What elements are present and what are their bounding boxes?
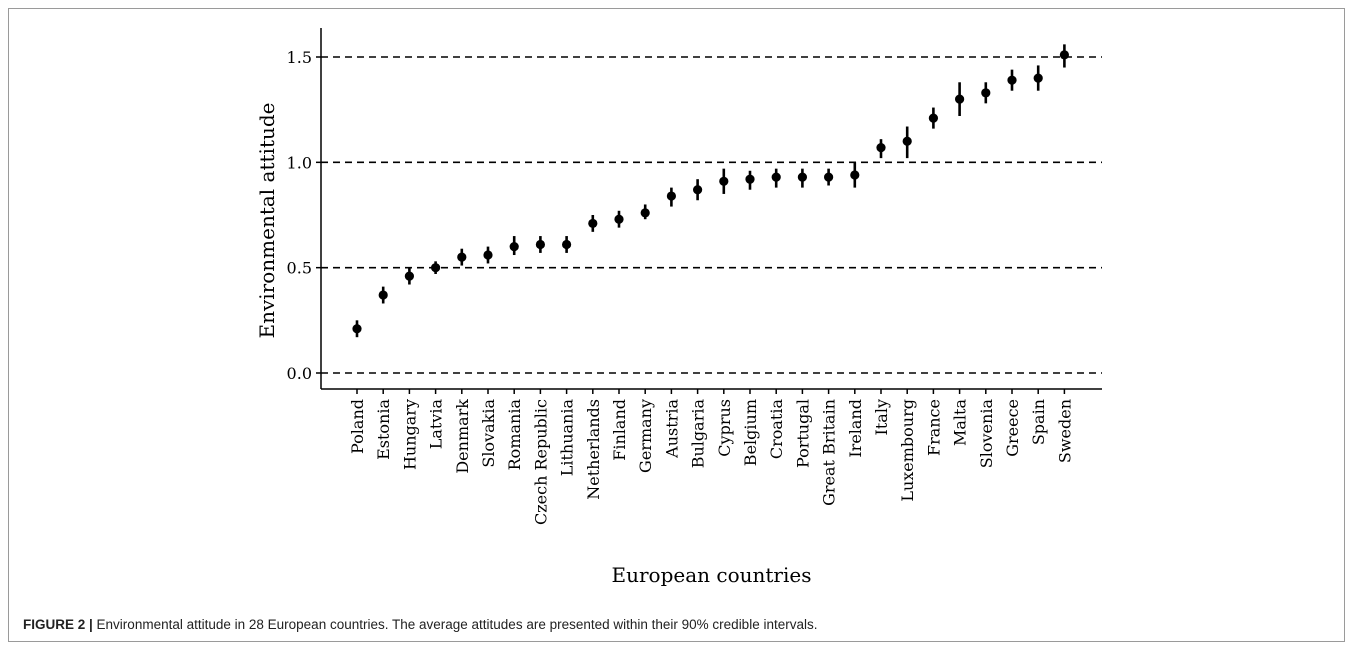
- x-tick-label: Lithuania: [558, 399, 577, 477]
- grid-lines: [321, 56, 1102, 374]
- data-point: [902, 136, 912, 146]
- data-point: [588, 218, 598, 229]
- x-tick-label: Great Britain: [820, 399, 839, 506]
- x-tick-label: Bulgaria: [689, 399, 708, 469]
- data-point: [562, 239, 572, 250]
- x-tick-label: Luxembourg: [898, 399, 917, 502]
- y-tick-label: 0.5: [287, 259, 312, 278]
- y-axis-title: Environmental attitude: [255, 102, 279, 338]
- x-tick-label: Finland: [610, 399, 629, 461]
- data-point: [719, 176, 729, 186]
- data-point: [693, 185, 703, 195]
- x-tick-label: Estonia: [374, 399, 393, 460]
- data-point: [614, 214, 624, 224]
- x-tick-label: Italy: [872, 399, 891, 435]
- x-tick-label: Ireland: [846, 399, 865, 458]
- data-point: [483, 250, 493, 260]
- x-tick-label: Latvia: [427, 399, 446, 450]
- caption-label: FIGURE 2 |: [23, 617, 93, 632]
- x-tick-label: Denmark: [453, 399, 472, 474]
- data-point: [1007, 75, 1017, 85]
- x-tick-label: Cyprus: [715, 399, 734, 457]
- x-tick-label: France: [924, 399, 943, 456]
- data-point: [535, 239, 546, 250]
- x-tick-label: Malta: [951, 399, 970, 446]
- x-tick-label: Hungary: [400, 399, 419, 470]
- caption-text: Environmental attitude in 28 European co…: [92, 617, 818, 632]
- x-tick-label: Spain: [1029, 399, 1048, 445]
- x-tick-label: Croatia: [767, 399, 786, 460]
- data-point: [457, 252, 467, 262]
- data-point: [955, 94, 965, 104]
- x-tick-label: Belgium: [741, 399, 760, 466]
- x-tick-label: Poland: [348, 399, 367, 454]
- x-tick-label: Austria: [662, 399, 681, 459]
- x-tick-label: Portugal: [793, 399, 812, 468]
- x-ticks: Poland Estonia Hungary Latvia Denmark Slovaki…: [348, 389, 1074, 525]
- data-point: [850, 170, 860, 180]
- x-tick-label: Greece: [1003, 399, 1022, 457]
- y-tick-label: 0.0: [287, 364, 312, 383]
- x-tick-label: Slovenia: [977, 399, 996, 469]
- x-axis-title: European countries: [612, 563, 812, 587]
- x-tick-label: Netherlands: [584, 399, 603, 500]
- x-tick-label: Czech Republic: [531, 399, 550, 525]
- figure-frame: [8, 8, 1345, 642]
- x-tick-label: Sweden: [1055, 399, 1074, 463]
- data-marks: [352, 44, 1069, 338]
- x-tick-label: Romania: [505, 399, 524, 471]
- data-point: [666, 191, 677, 201]
- chart: 0.0 0.5 1.0 1.5 Poland Estonia Hungary Latvia D…: [255, 28, 1102, 587]
- data-point: [404, 271, 414, 281]
- data-point: [378, 290, 388, 300]
- data-point: [745, 174, 755, 184]
- x-tick-label: Slovakia: [479, 399, 498, 468]
- y-tick-label: 1.5: [287, 48, 312, 67]
- data-point: [876, 142, 886, 153]
- data-point: [640, 208, 650, 218]
- data-point: [352, 324, 362, 334]
- data-point: [928, 113, 939, 123]
- y-ticks: 0.0 0.5 1.0 1.5: [287, 48, 321, 383]
- x-tick-label: Germany: [636, 399, 655, 473]
- data-point: [771, 172, 781, 182]
- data-point: [824, 172, 834, 182]
- data-point: [1033, 73, 1043, 83]
- data-point: [981, 88, 991, 98]
- data-point: [509, 242, 519, 252]
- data-point: [1059, 50, 1069, 60]
- data-point: [797, 172, 808, 182]
- data-point: [431, 263, 441, 273]
- figure-caption: FIGURE 2 | Environmental attitude in 28 …: [23, 617, 1323, 632]
- y-tick-label: 1.0: [287, 153, 312, 172]
